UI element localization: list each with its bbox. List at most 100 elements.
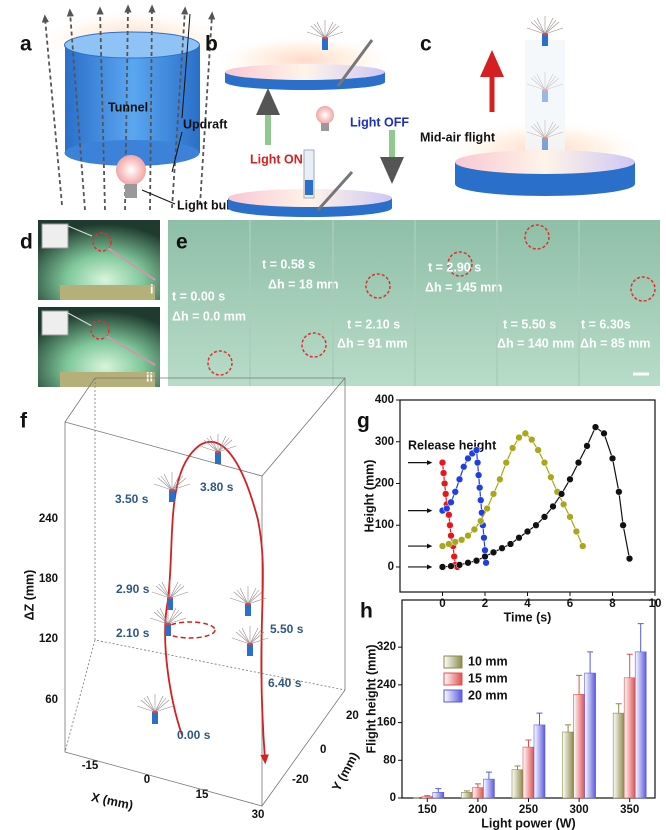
time-label: 3.80 s [200, 480, 234, 494]
leader [181, 13, 191, 119]
data-point [608, 454, 617, 463]
panel-label: h [360, 600, 373, 623]
data-point [515, 534, 523, 542]
data-point [470, 525, 479, 534]
seed [229, 585, 267, 617]
target-circle [90, 320, 110, 340]
data-point [521, 429, 530, 438]
data-point [515, 433, 523, 442]
height-label: Δh = 140 mm [497, 336, 574, 350]
data-point [455, 561, 464, 569]
time-label: t = 2.90 s [428, 260, 481, 274]
data-point [482, 559, 490, 567]
data-point [455, 475, 464, 483]
error-bar [485, 771, 492, 780]
data-point [572, 527, 581, 536]
panel-label: a [20, 33, 32, 56]
tweezer [107, 247, 156, 281]
data-point [559, 500, 568, 508]
legend-label: 10 mm [468, 654, 508, 668]
error-bar [514, 765, 521, 770]
target-circle [524, 224, 550, 250]
data-point [498, 544, 506, 552]
x-tick-label: 15 [196, 789, 209, 801]
seed [153, 471, 191, 503]
bulb [316, 106, 334, 124]
bar [432, 792, 445, 799]
data-point [477, 517, 485, 525]
data-point [489, 490, 498, 498]
data-point [528, 436, 536, 444]
bulb-base [321, 123, 329, 131]
data-point [439, 469, 448, 477]
x-tick-label: 4 [524, 598, 531, 610]
data-point [445, 511, 453, 519]
time-label: 6.40 s [268, 676, 302, 690]
seed-body [305, 180, 313, 195]
x-tick-label: 250 [519, 804, 538, 816]
data-point [476, 484, 484, 492]
panel-label: d [20, 231, 33, 254]
data-point [438, 563, 447, 571]
inset-line [67, 312, 93, 327]
data-point [460, 463, 468, 471]
seed [149, 605, 187, 637]
data-point [443, 504, 451, 513]
data-point [496, 475, 504, 483]
data-point [473, 458, 482, 467]
time-label: t = 0.00 s [172, 289, 225, 303]
bar [612, 712, 625, 799]
tweezer [105, 335, 156, 366]
tunnel-body [65, 45, 200, 153]
legend-label: 15 mm [468, 671, 508, 685]
tube [303, 149, 315, 199]
panel-e: e t = 0.00 s Δh = 0.0 mm t = 0.58 s Δh = 18… [168, 220, 660, 386]
data-point [464, 454, 472, 463]
y-tick-label: 20 [346, 710, 359, 722]
data-point [438, 458, 447, 467]
x-tick-label: 0 [144, 774, 150, 786]
data-point [502, 458, 510, 467]
z-tick-label: 120 [39, 633, 58, 645]
error-bar [463, 790, 470, 793]
target-circle [301, 332, 327, 358]
error-bar [587, 651, 594, 674]
error-bar [474, 783, 481, 788]
seed [199, 433, 237, 465]
disk-top [225, 64, 385, 80]
seed [151, 579, 189, 611]
annotation: Release height [408, 438, 497, 452]
panel-label: e [176, 231, 188, 254]
target-circle [630, 276, 656, 302]
target-circle [447, 251, 473, 277]
data-point [540, 458, 549, 467]
bar [533, 724, 546, 799]
y-tick-label: 240 [377, 679, 396, 691]
error-bar [565, 724, 572, 732]
target-circle [365, 273, 391, 299]
x-tick-label: 30 [252, 809, 265, 821]
time-label: 2.10 s [116, 626, 150, 640]
sub-label: ii [146, 370, 153, 384]
data-point [523, 527, 532, 536]
bar [472, 787, 484, 799]
data-point [540, 513, 549, 521]
error-bar [424, 795, 431, 797]
data-point [625, 554, 634, 563]
bulb [116, 155, 146, 185]
panel-label: f [20, 410, 28, 433]
leader [171, 131, 183, 173]
data-point [474, 471, 483, 479]
data-point [447, 498, 455, 506]
y-tick-label: 80 [383, 754, 396, 766]
y-tick-label: 160 [377, 717, 396, 729]
y-tick-label: 200 [375, 478, 394, 490]
target-circle [207, 350, 233, 376]
height-label: Δh = 91 mm [337, 336, 407, 350]
y-axis-label: Flight height (mm) [364, 644, 378, 753]
data-point [447, 532, 455, 540]
y-tick-label: 300 [375, 436, 394, 448]
bar [634, 651, 647, 799]
bar [522, 746, 535, 799]
legend-label: 20 mm [468, 688, 508, 702]
